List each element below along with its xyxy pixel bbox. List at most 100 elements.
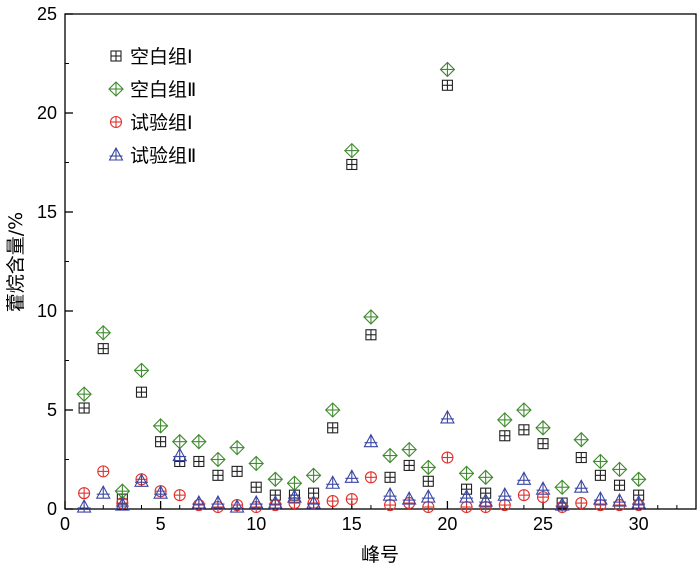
legend-marker-triangle [108, 146, 124, 161]
series-square [78, 79, 645, 509]
point-triangle-18 [401, 490, 417, 505]
point-triangle-19 [420, 488, 436, 503]
legend-label-1: 空白组Ⅱ [130, 79, 196, 101]
point-square-2 [97, 343, 109, 355]
point-square-18 [403, 459, 415, 471]
point-square-23 [499, 430, 511, 442]
point-circle-17 [384, 498, 397, 512]
point-diamond-15 [344, 142, 360, 159]
point-square-8 [212, 469, 224, 481]
point-triangle-28 [592, 490, 608, 505]
x-tick-label-5: 25 [533, 514, 553, 534]
data-marks [76, 61, 647, 514]
point-triangle-25 [535, 481, 551, 495]
point-triangle-15 [344, 469, 360, 483]
x-tick-label-0: 0 [60, 514, 70, 534]
point-diamond-28 [592, 453, 609, 470]
point-triangle-11 [267, 494, 283, 509]
y-tick-label-1: 5 [47, 400, 57, 420]
point-diamond-10 [248, 455, 264, 472]
point-diamond-29 [611, 461, 628, 478]
point-triangle-3 [114, 496, 130, 511]
point-triangle-29 [612, 492, 627, 507]
point-square-4 [135, 386, 148, 398]
point-circle-6 [173, 489, 186, 502]
series-triangle [76, 409, 647, 513]
point-circle-15 [345, 493, 358, 506]
point-triangle-21 [459, 488, 474, 503]
point-square-16 [365, 329, 377, 341]
point-triangle-4 [134, 473, 149, 487]
point-diamond-13 [305, 467, 322, 484]
point-square-10 [250, 481, 262, 493]
point-circle-19 [422, 500, 435, 514]
point-diamond-2 [95, 325, 112, 341]
point-diamond-8 [210, 451, 226, 468]
point-triangle-22 [478, 492, 494, 507]
legend-label-2: 试验组Ⅰ [130, 112, 193, 134]
y-tick-label-4: 20 [37, 103, 57, 123]
point-triangle-9 [229, 498, 245, 513]
point-circle-2 [97, 465, 110, 478]
point-circle-24 [517, 489, 530, 502]
point-diamond-25 [535, 420, 551, 436]
point-square-19 [422, 475, 434, 487]
point-diamond-7 [191, 433, 207, 450]
point-diamond-19 [420, 459, 437, 476]
y-tick-label-2: 10 [37, 301, 57, 321]
point-triangle-30 [631, 494, 647, 509]
point-diamond-21 [458, 465, 475, 482]
y-tick-label-0: 0 [47, 499, 57, 519]
point-triangle-17 [382, 486, 398, 501]
point-square-14 [327, 422, 339, 434]
legend: 空白组Ⅰ 空白组Ⅱ 试验组Ⅰ 试验组Ⅱ [108, 46, 196, 167]
point-diamond-6 [171, 433, 188, 450]
point-diamond-4 [133, 362, 150, 379]
point-diamond-17 [382, 447, 398, 464]
point-triangle-6 [172, 447, 188, 462]
legend-marker-diamond [108, 81, 124, 97]
y-tick-label-3: 15 [37, 202, 57, 222]
legend-marker-square [110, 50, 122, 62]
point-diamond-16 [363, 309, 379, 325]
point-triangle-14 [325, 475, 341, 489]
point-diamond-20 [439, 61, 456, 78]
point-diamond-23 [497, 412, 513, 428]
point-triangle-16 [363, 433, 379, 448]
point-square-5 [155, 436, 167, 448]
point-square-20 [441, 79, 453, 91]
x-tick-label-2: 10 [246, 514, 266, 534]
point-triangle-12 [287, 488, 302, 503]
point-square-25 [537, 438, 549, 450]
point-triangle-13 [306, 494, 321, 509]
point-square-17 [384, 471, 396, 483]
y-tick-label-5: 25 [37, 4, 57, 24]
point-circle-1 [78, 487, 91, 500]
point-diamond-27 [573, 431, 590, 448]
point-diamond-9 [229, 439, 245, 456]
point-square-28 [594, 469, 606, 481]
point-triangle-7 [191, 494, 207, 509]
point-square-7 [193, 455, 205, 468]
point-diamond-1 [76, 386, 92, 402]
point-triangle-10 [248, 494, 264, 509]
point-triangle-8 [210, 494, 226, 509]
legend-label-3: 试验组Ⅱ [130, 145, 196, 167]
series-diamond [76, 61, 647, 499]
point-triangle-23 [497, 486, 513, 501]
point-diamond-12 [286, 475, 303, 492]
point-square-1 [78, 402, 90, 414]
point-circle-14 [326, 495, 339, 508]
point-circle-21 [460, 500, 473, 514]
point-diamond-30 [630, 471, 647, 488]
legend-marker-circle [109, 115, 123, 129]
point-triangle-27 [573, 479, 589, 493]
legend-label-0: 空白组Ⅰ [130, 46, 193, 68]
point-square-24 [518, 424, 530, 436]
point-circle-16 [364, 471, 377, 484]
x-axis-title: 峰号 [361, 544, 399, 566]
point-circle-27 [575, 497, 588, 510]
point-triangle-20 [440, 409, 455, 424]
x-tick-label-4: 20 [437, 514, 457, 534]
